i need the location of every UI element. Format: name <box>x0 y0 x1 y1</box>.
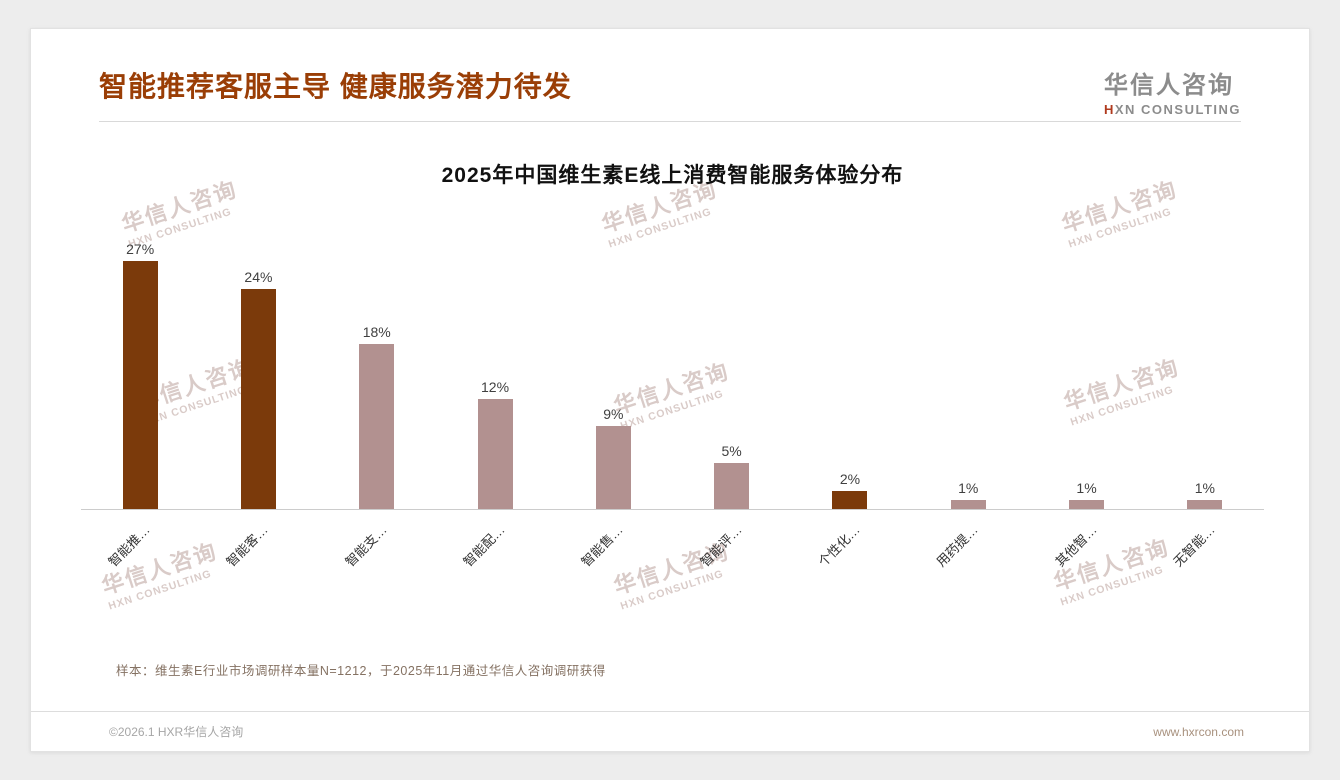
bar-slot: 2% <box>791 471 909 509</box>
x-axis-labels: 智能推… 智能客… 智能支… 智能配… 智能售… 智能评… 个性化… 用药提… 其他智… 无智能… <box>81 510 1264 588</box>
bar-value-label: 1% <box>958 480 979 496</box>
category-slot: 智能推… <box>81 510 199 588</box>
bar-slot: 27% <box>81 241 199 509</box>
category-slot: 智能评… <box>672 510 790 588</box>
category-slot: 无智能… <box>1146 510 1264 588</box>
category-label: 智能评… <box>696 522 745 570</box>
bar <box>595 426 631 509</box>
category-label: 智能推… <box>105 522 153 570</box>
company-logo: 华信人咨询 HXN CONSULTING <box>1104 65 1241 117</box>
bar-value-label: 2% <box>839 471 861 487</box>
bar <box>832 491 868 509</box>
bar-slot: 1% <box>909 480 1027 509</box>
category-label: 用药提… <box>933 522 981 570</box>
bar <box>240 289 276 509</box>
bar <box>950 500 986 509</box>
bar-value-label: 5% <box>721 443 742 459</box>
category-slot: 用药提… <box>909 510 1027 588</box>
bar-value-label: 1% <box>1076 480 1097 496</box>
logo-name: 华信人咨询 <box>1103 72 1234 99</box>
bar-slot: 18% <box>318 324 436 509</box>
chart-title: 2025年中国维生素E线上消费智能服务体验分布 <box>441 164 904 187</box>
footer: ©2026.1 HXR华信人咨询 www.hxrcon.com <box>31 711 1309 751</box>
bar-value-label: 12% <box>481 379 510 395</box>
bar-slot: 1% <box>1146 480 1264 509</box>
slide-card: 华信人咨询 HXN CONSULTING 华信人咨询 HXN CONSULTING 华信… <box>30 28 1310 752</box>
category-label: 智能支… <box>342 522 390 570</box>
bar-value-label: 1% <box>1194 480 1215 496</box>
header: 智能推荐客服主导 健康服务潜力待发 华信人咨询 HXN CONSULTING <box>99 65 1241 121</box>
category-label: 智能配… <box>460 522 508 570</box>
sample-note: 样本：维生素E行业市场调研样本量N=1212，于2025年11月通过华信人咨询调… <box>116 664 606 678</box>
bar-value-label: 27% <box>126 241 155 257</box>
bar <box>1187 500 1223 509</box>
bar-value-label: 24% <box>244 269 273 285</box>
category-slot: 智能售… <box>554 510 672 588</box>
logo-sub-prefix: H <box>1103 102 1115 117</box>
category-label: 智能售… <box>578 522 627 570</box>
copyright-text: ©2026.1 HXR华信人咨询 <box>109 725 244 739</box>
bar-slot: 24% <box>199 269 317 509</box>
category-label: 其他智… <box>1051 522 1100 570</box>
bar <box>1069 500 1105 509</box>
bar-value-label: 18% <box>362 324 391 340</box>
category-label: 个性化… <box>815 522 863 570</box>
bar <box>122 261 158 509</box>
bar-slot: 1% <box>1027 480 1145 509</box>
website-url: www.hxrcon.com <box>1153 724 1244 739</box>
header-divider <box>99 121 1241 122</box>
page-title: 智能推荐客服主导 健康服务潜力待发 <box>99 71 572 102</box>
category-slot: 智能客… <box>199 510 317 588</box>
category-slot: 智能支… <box>318 510 436 588</box>
category-label: 无智能… <box>1170 522 1218 570</box>
bar-slot: 9% <box>554 406 672 509</box>
bar <box>359 344 395 509</box>
category-slot: 其他智… <box>1027 510 1145 588</box>
category-slot: 个性化… <box>791 510 909 588</box>
bar-chart: 2025年中国维生素E线上消费智能服务体验分布 27% 24% 18% 12% 9% 5%… <box>81 159 1264 588</box>
logo-sub-rest: XN CONSULTING <box>1114 102 1241 117</box>
bar <box>477 399 513 509</box>
logo-subtitle: HXN CONSULTING <box>1104 102 1241 117</box>
category-slot: 智能配… <box>436 510 554 588</box>
bars-area: 27% 24% 18% 12% 9% 5% 2% 1% 1% 1% <box>81 227 1264 509</box>
category-label: 智能客… <box>223 522 272 570</box>
bar-value-label: 9% <box>603 406 624 422</box>
x-axis-line <box>81 509 1264 510</box>
bar-slot: 5% <box>672 443 790 509</box>
bar-slot: 12% <box>436 379 554 509</box>
bar <box>714 463 750 509</box>
